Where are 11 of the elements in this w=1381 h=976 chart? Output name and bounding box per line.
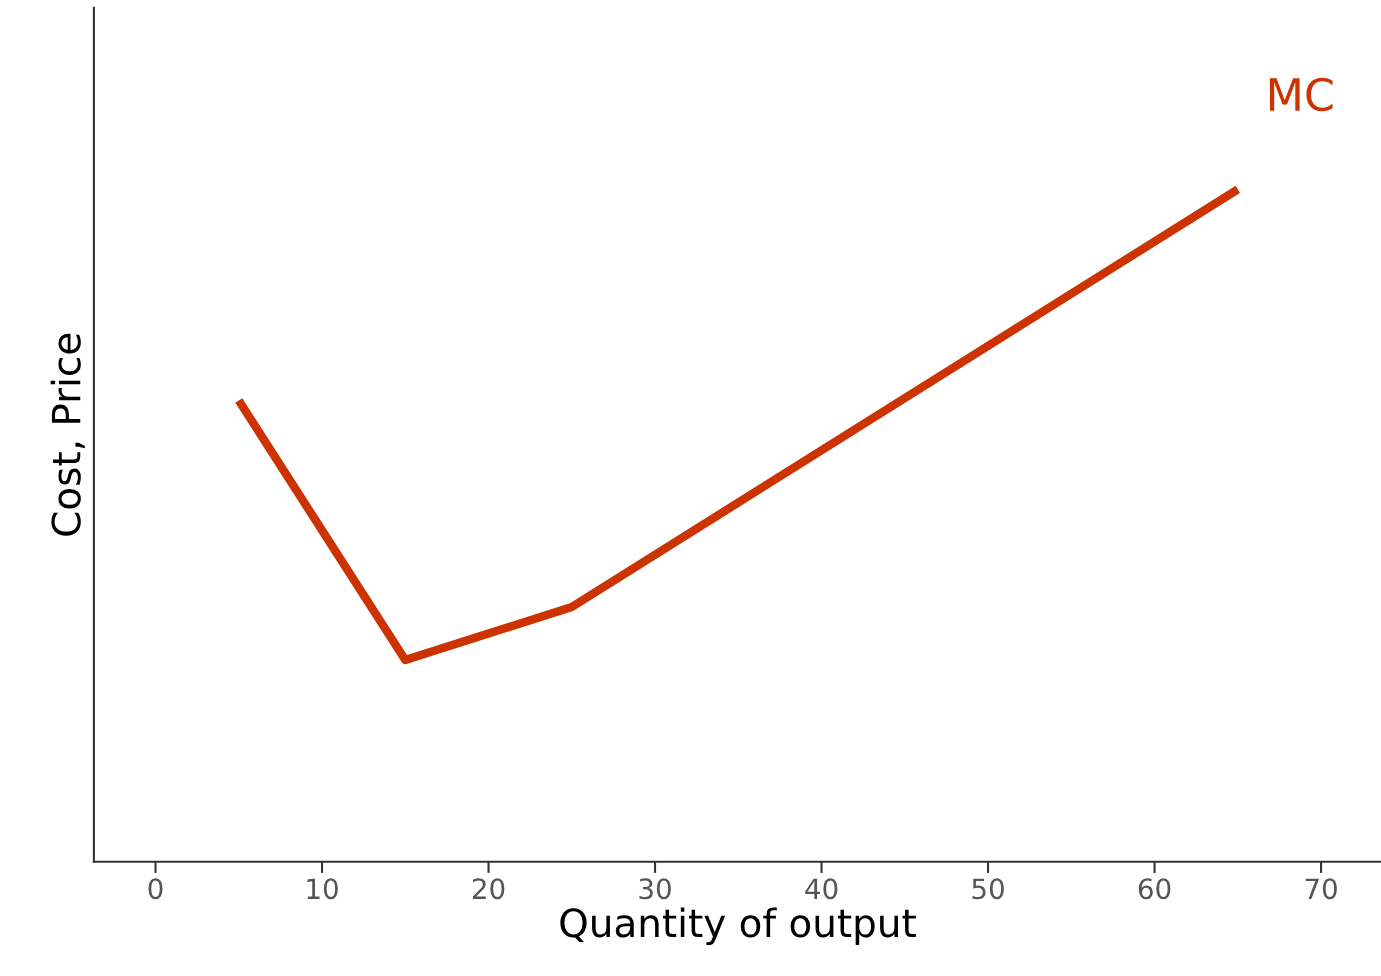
y-axis-title: Cost, Price xyxy=(50,333,85,536)
x-tick-label: 20 xyxy=(472,878,505,900)
x-axis-title: Quantity of output xyxy=(560,907,916,946)
x-tick-label: 70 xyxy=(1305,878,1337,900)
x-tick-label: 40 xyxy=(805,878,838,900)
x-tick-label: 30 xyxy=(639,878,671,900)
x-tick-label: 50 xyxy=(972,878,1004,900)
series-label: MC xyxy=(1269,77,1333,112)
x-tick-label: 60 xyxy=(1138,878,1171,900)
x-tick-label: 10 xyxy=(307,878,338,900)
x-tick-label: 0 xyxy=(148,878,163,900)
